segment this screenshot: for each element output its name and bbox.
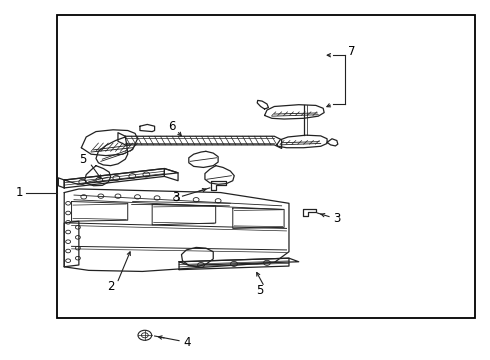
Text: 2: 2: [107, 280, 114, 293]
Text: 4: 4: [184, 336, 191, 348]
Text: 7: 7: [348, 45, 355, 58]
Text: 5: 5: [256, 284, 263, 297]
Text: 5: 5: [79, 153, 86, 166]
Text: 3: 3: [333, 212, 341, 225]
Text: 6: 6: [168, 121, 175, 134]
Text: 1: 1: [16, 186, 23, 199]
Bar: [57, 15, 475, 318]
Text: 3: 3: [172, 191, 179, 204]
